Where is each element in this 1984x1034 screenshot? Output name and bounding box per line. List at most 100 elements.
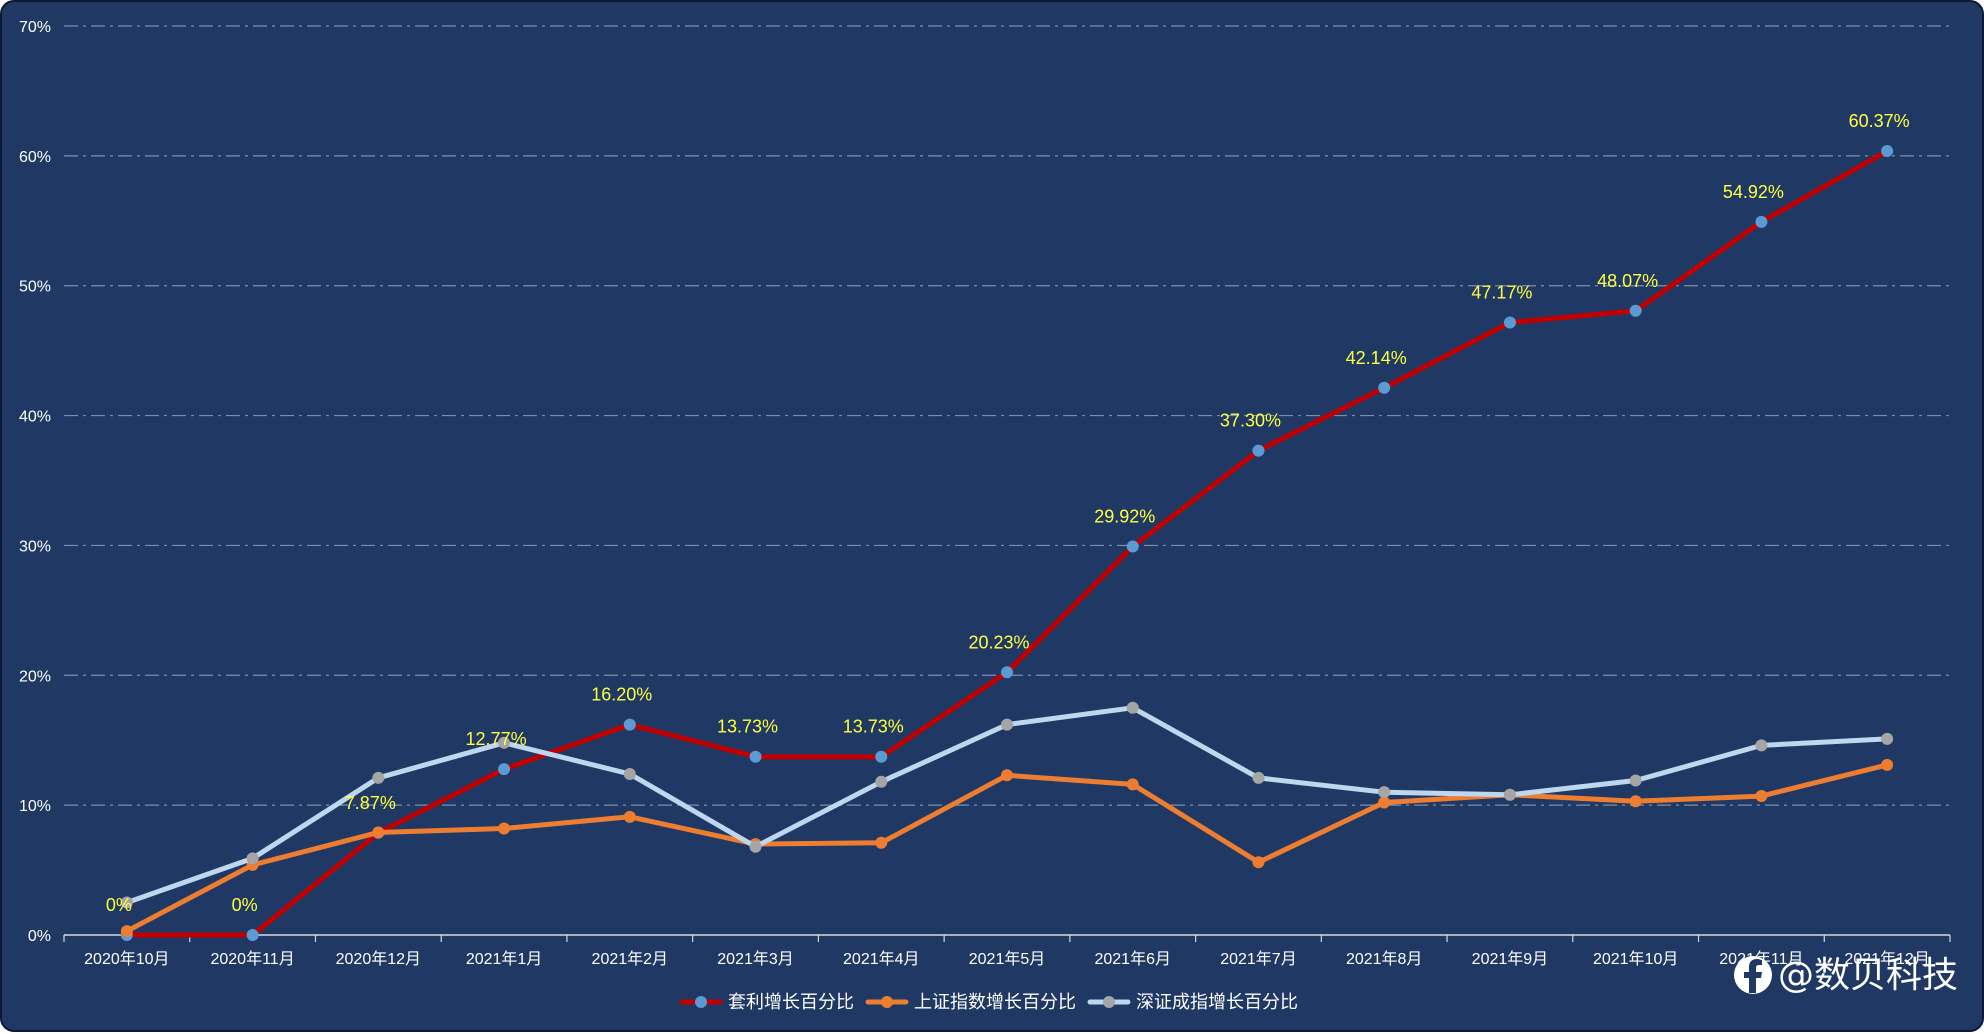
legend-item: 深证成指增长百分比 — [1087, 992, 1298, 1013]
data-point — [1126, 701, 1139, 714]
legend-label: 套利增长百分比 — [728, 992, 854, 1013]
data-point — [372, 771, 385, 784]
legend-swatch-marker — [881, 996, 893, 1008]
x-tick-label: 2021年5月 — [969, 950, 1046, 968]
data-point — [1126, 778, 1139, 791]
data-label: 20.23% — [968, 632, 1029, 652]
x-axis-labels: 2020年10月 2020年11月 2020年12月 2021年1月 2021年2月 20… — [84, 950, 1930, 968]
legend-item: 上证指数增长百分比 — [865, 992, 1076, 1013]
data-point — [1252, 444, 1265, 457]
data-point — [875, 836, 888, 849]
x-tick-label: 2021年12月 — [1844, 950, 1929, 968]
x-tick-label: 2021年7月 — [1220, 950, 1297, 968]
data-label: 60.37% — [1849, 111, 1910, 131]
data-point — [1629, 774, 1642, 787]
legend: 套利增长百分比 上证指数增长百分比 深证成指增长百分比 — [679, 992, 1298, 1013]
data-point — [1629, 795, 1642, 808]
data-point — [623, 810, 636, 823]
y-axis: 0% 10% 20% 30% 40% 50% 60% 70% — [19, 19, 51, 945]
legend-swatch-marker — [695, 996, 707, 1008]
data-label: 42.14% — [1346, 348, 1407, 368]
data-point — [1503, 788, 1516, 801]
gridlines — [64, 25, 1950, 806]
series-group — [120, 145, 1894, 941]
legend-swatch-marker — [1103, 996, 1115, 1008]
data-point — [1755, 739, 1768, 752]
data-label: 54.92% — [1723, 182, 1784, 202]
data-point — [120, 925, 133, 938]
data-point — [1629, 304, 1642, 317]
data-point — [372, 826, 385, 839]
data-label: 13.73% — [717, 717, 778, 737]
data-labels: 0% 0% 7.87% 12.77% 16.20% 13.73% 13.73% 20.23% 2… — [106, 111, 1910, 915]
data-point — [1755, 790, 1768, 803]
data-point — [1378, 796, 1391, 809]
data-point — [1503, 316, 1516, 329]
watermark: @数贝科技 — [1734, 955, 1958, 996]
data-point — [246, 852, 259, 865]
data-label: 12.77% — [466, 729, 527, 749]
data-point — [1378, 381, 1391, 394]
data-label: 29.92% — [1094, 506, 1155, 526]
data-point — [875, 750, 888, 763]
y-tick-label: 20% — [19, 668, 51, 685]
data-point — [1001, 769, 1013, 782]
x-tick-label: 2020年12月 — [336, 950, 421, 968]
y-tick-label: 30% — [19, 538, 51, 555]
data-label: 16.20% — [591, 685, 652, 705]
data-label: 0% — [106, 895, 132, 915]
data-label: 7.87% — [345, 793, 396, 813]
series-line-1 — [124, 762, 1890, 934]
data-point — [1126, 540, 1139, 553]
data-label: 0% — [232, 895, 258, 915]
data-point — [623, 767, 636, 780]
x-tick-label: 2021年2月 — [592, 950, 669, 968]
x-tick-label: 2021年4月 — [843, 950, 920, 968]
x-tick-label: 2020年11月 — [210, 950, 294, 968]
y-tick-label: 40% — [19, 409, 51, 426]
data-point — [1252, 771, 1265, 784]
x-tick-label: 2021年6月 — [1094, 950, 1171, 968]
legend-item: 套利增长百分比 — [679, 992, 854, 1013]
data-point — [1252, 856, 1265, 869]
x-axis — [63, 934, 1951, 942]
data-point — [749, 750, 762, 763]
data-label: 48.07% — [1597, 271, 1658, 291]
data-point — [1001, 718, 1013, 731]
data-point — [1881, 145, 1894, 158]
data-point — [1881, 732, 1894, 745]
data-point — [1881, 758, 1894, 771]
y-tick-label: 50% — [19, 279, 51, 296]
data-point — [498, 736, 511, 749]
data-label: 13.73% — [843, 717, 904, 737]
y-tick-label: 60% — [19, 149, 51, 166]
x-tick-label: 2020年10月 — [84, 950, 169, 968]
x-tick-label: 2021年3月 — [717, 950, 794, 968]
data-point — [498, 763, 511, 776]
y-tick-label: 70% — [19, 19, 51, 36]
data-point — [623, 718, 636, 731]
x-tick-label: 2021年1月 — [466, 950, 543, 968]
data-point — [1001, 666, 1013, 679]
data-label: 47.17% — [1471, 282, 1532, 302]
data-point — [120, 896, 133, 909]
x-tick-label: 2021年10月 — [1593, 950, 1678, 968]
data-point — [875, 775, 888, 788]
data-point — [1378, 786, 1391, 799]
data-label: 37.30% — [1220, 411, 1281, 431]
data-point — [1755, 215, 1768, 228]
data-point — [246, 929, 259, 941]
series-line-0 — [124, 148, 1890, 938]
legend-label: 深证成指增长百分比 — [1136, 992, 1298, 1013]
watermark-text: @数贝科技 — [1778, 955, 1958, 996]
y-tick-label: 0% — [28, 928, 51, 945]
x-tick-label: 2021年9月 — [1472, 950, 1549, 968]
legend-label: 上证指数增长百分比 — [914, 992, 1076, 1013]
y-tick-label: 10% — [19, 798, 51, 815]
data-point — [498, 822, 511, 835]
x-tick-label: 2021年8月 — [1346, 950, 1423, 968]
facebook-f-icon — [1734, 956, 1772, 994]
data-point — [749, 840, 762, 853]
